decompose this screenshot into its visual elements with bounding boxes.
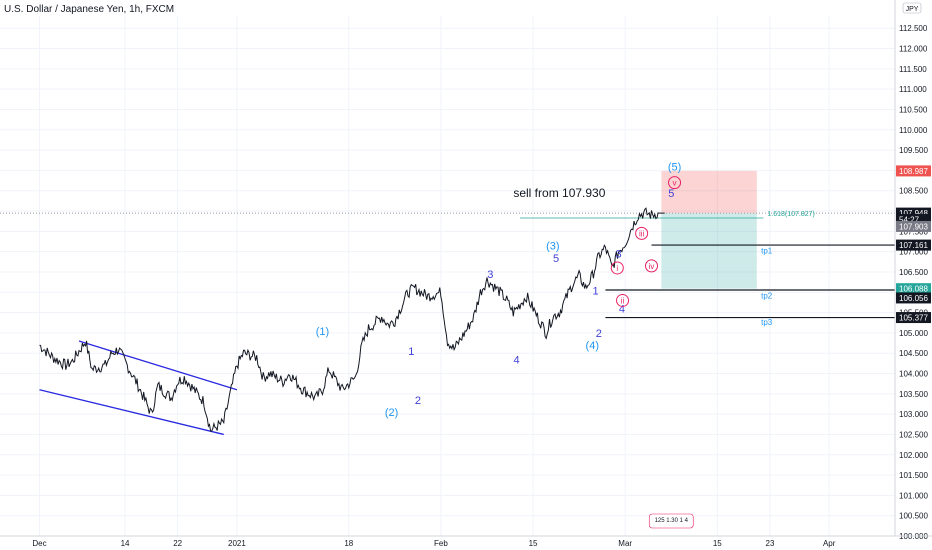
price-tag bbox=[896, 312, 931, 324]
y-tick-label: 111.000 bbox=[899, 85, 927, 94]
wave-label: (3) bbox=[546, 241, 559, 253]
y-tick-label: 110.000 bbox=[899, 126, 928, 135]
price-tag-text: 107.903 bbox=[899, 222, 928, 231]
currency-badge bbox=[902, 2, 922, 14]
wave-label: 1 bbox=[593, 285, 599, 297]
y-tick-label: 107.000 bbox=[899, 248, 928, 257]
chart-annotation: tp1 bbox=[761, 247, 773, 256]
wave-circle bbox=[616, 293, 630, 307]
wave-label: (5) bbox=[668, 161, 681, 173]
x-tick-label: 23 bbox=[766, 539, 775, 548]
y-tick-label: 112.500 bbox=[899, 24, 928, 33]
y-tick-label: 110.500 bbox=[899, 105, 928, 114]
y-tick-label: 104.000 bbox=[899, 370, 928, 379]
price-line bbox=[39, 207, 665, 432]
price-tag-text: 105.377 bbox=[899, 314, 928, 323]
wave-label: 3 bbox=[487, 269, 493, 281]
wave-label: (4) bbox=[586, 340, 599, 352]
wave-circle bbox=[610, 261, 624, 275]
price-tag-text: 106.088 bbox=[899, 285, 928, 294]
wave-label: iv bbox=[649, 262, 655, 271]
x-tick-label: Mar bbox=[618, 539, 632, 548]
y-tick-label: 102.500 bbox=[899, 430, 928, 439]
wave-label: ii bbox=[621, 296, 625, 305]
y-tick-label: 103.000 bbox=[899, 410, 928, 419]
y-tick-label: 102.000 bbox=[899, 451, 928, 460]
price-axis-bg bbox=[895, 0, 932, 550]
wave-label: (2) bbox=[385, 407, 398, 419]
x-tick-label: 22 bbox=[173, 539, 182, 548]
wave-label: 5 bbox=[668, 188, 674, 200]
y-tick-label: 101.500 bbox=[899, 471, 928, 480]
chart-annotation: tp2 bbox=[761, 291, 773, 300]
price-tag bbox=[896, 207, 931, 219]
price-tag bbox=[896, 239, 931, 251]
chart-title: U.S. Dollar / Japanese Yen, 1h, FXCM bbox=[4, 4, 175, 15]
x-tick-label: 2021 bbox=[228, 539, 246, 548]
chart-annotation: tp3 bbox=[761, 318, 773, 327]
wave-label: 3 bbox=[616, 249, 622, 261]
y-tick-label: 111.500 bbox=[899, 65, 927, 74]
x-tick-label: Dec bbox=[32, 539, 46, 548]
x-tick-label: Feb bbox=[434, 539, 448, 548]
take-profit-zone bbox=[661, 213, 757, 289]
price-tag bbox=[896, 220, 931, 232]
wave-label: 4 bbox=[514, 354, 520, 366]
wave-label: 1 bbox=[408, 346, 414, 358]
event-badge bbox=[648, 513, 694, 529]
price-tag-text: 107.948 bbox=[899, 209, 928, 218]
y-tick-label: 108.500 bbox=[899, 187, 928, 196]
x-tick-label: Apr bbox=[823, 539, 836, 548]
x-tick-label: 15 bbox=[529, 539, 538, 548]
channel-lower-line bbox=[39, 389, 224, 436]
price-tag-text: 54:27 bbox=[899, 216, 920, 225]
wave-label: i bbox=[616, 264, 618, 273]
wave-label: 2 bbox=[596, 328, 602, 340]
x-tick-label: 14 bbox=[121, 539, 130, 548]
y-tick-label: 109.500 bbox=[899, 146, 928, 155]
wave-circle bbox=[635, 226, 649, 240]
price-tag bbox=[896, 165, 931, 177]
y-tick-label: 100.500 bbox=[899, 512, 928, 521]
price-tag bbox=[896, 283, 931, 295]
price-tag-text: 108.987 bbox=[899, 167, 928, 176]
price-tag-text: 107.161 bbox=[899, 241, 928, 250]
channel-upper-line bbox=[78, 340, 238, 391]
y-tick-label: 101.000 bbox=[899, 491, 928, 500]
stop-loss-zone bbox=[661, 170, 757, 214]
x-tick-label: 18 bbox=[344, 539, 353, 548]
wave-label: 4 bbox=[619, 304, 625, 316]
y-tick-label: 105.000 bbox=[899, 329, 928, 338]
wave-label: (1) bbox=[316, 326, 329, 338]
x-tick-label: 15 bbox=[713, 539, 722, 548]
price-tag bbox=[896, 214, 931, 226]
event-badge-text: 125 1.30 1 4 bbox=[655, 518, 689, 524]
y-tick-label: 106.500 bbox=[899, 268, 928, 277]
fib-extension-label: 1.618(107.827) bbox=[767, 211, 814, 218]
wave-circle bbox=[668, 176, 682, 190]
wave-label: iii bbox=[639, 229, 645, 238]
currency-badge-text: JPY bbox=[906, 6, 919, 13]
y-tick-label: 104.500 bbox=[899, 349, 928, 358]
wave-label: v bbox=[673, 179, 677, 188]
wave-label: 5 bbox=[553, 253, 559, 265]
price-tag-text: 106.056 bbox=[899, 294, 928, 303]
price-tag bbox=[896, 292, 931, 304]
chart-annotation: sell from 107.930 bbox=[513, 186, 605, 200]
y-tick-label: 103.500 bbox=[899, 390, 928, 399]
wave-circle bbox=[645, 259, 659, 273]
wave-label: 2 bbox=[415, 395, 421, 407]
y-tick-label: 112.000 bbox=[899, 45, 928, 54]
